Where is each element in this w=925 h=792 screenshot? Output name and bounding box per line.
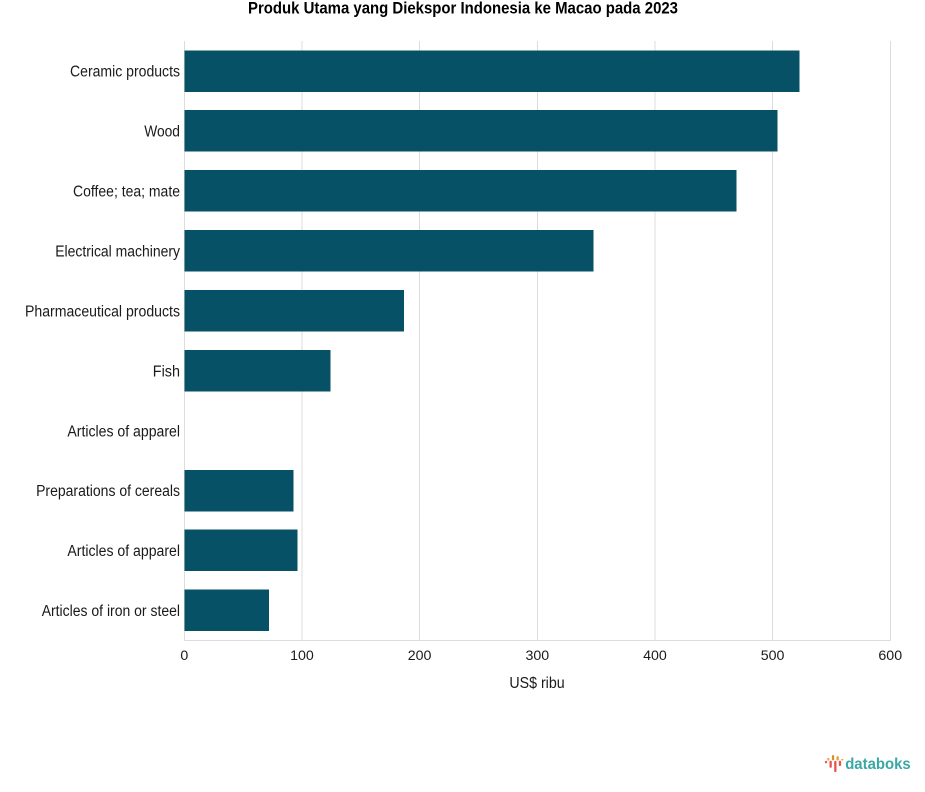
- svg-text:0: 0: [180, 648, 188, 664]
- svg-text:300: 300: [525, 648, 549, 664]
- svg-text:Articles of iron or steel: Articles of iron or steel: [42, 603, 180, 620]
- svg-text:Articles of apparel: Articles of apparel: [67, 543, 180, 560]
- svg-text:Fish: Fish: [153, 363, 180, 380]
- svg-text:databoks: databoks: [845, 756, 911, 773]
- svg-text:400: 400: [643, 648, 667, 664]
- svg-text:600: 600: [878, 648, 902, 664]
- svg-text:Ceramic products: Ceramic products: [70, 64, 180, 81]
- svg-text:100: 100: [290, 648, 314, 664]
- svg-text:200: 200: [408, 648, 432, 664]
- svg-text:Preparations of cereals: Preparations of cereals: [36, 483, 180, 500]
- svg-text:Electrical machinery: Electrical machinery: [55, 244, 180, 261]
- svg-text:500: 500: [761, 648, 785, 664]
- svg-text:Coffee; tea; mate: Coffee; tea; mate: [73, 184, 180, 201]
- svg-text:Articles of apparel: Articles of apparel: [67, 423, 180, 440]
- svg-text:US$ ribu: US$ ribu: [509, 675, 564, 692]
- svg-text:Wood: Wood: [144, 124, 180, 141]
- svg-text:Produk Utama yang Diekspor Ind: Produk Utama yang Diekspor Indonesia ke …: [248, 0, 678, 18]
- svg-text:Pharmaceutical products: Pharmaceutical products: [25, 303, 180, 320]
